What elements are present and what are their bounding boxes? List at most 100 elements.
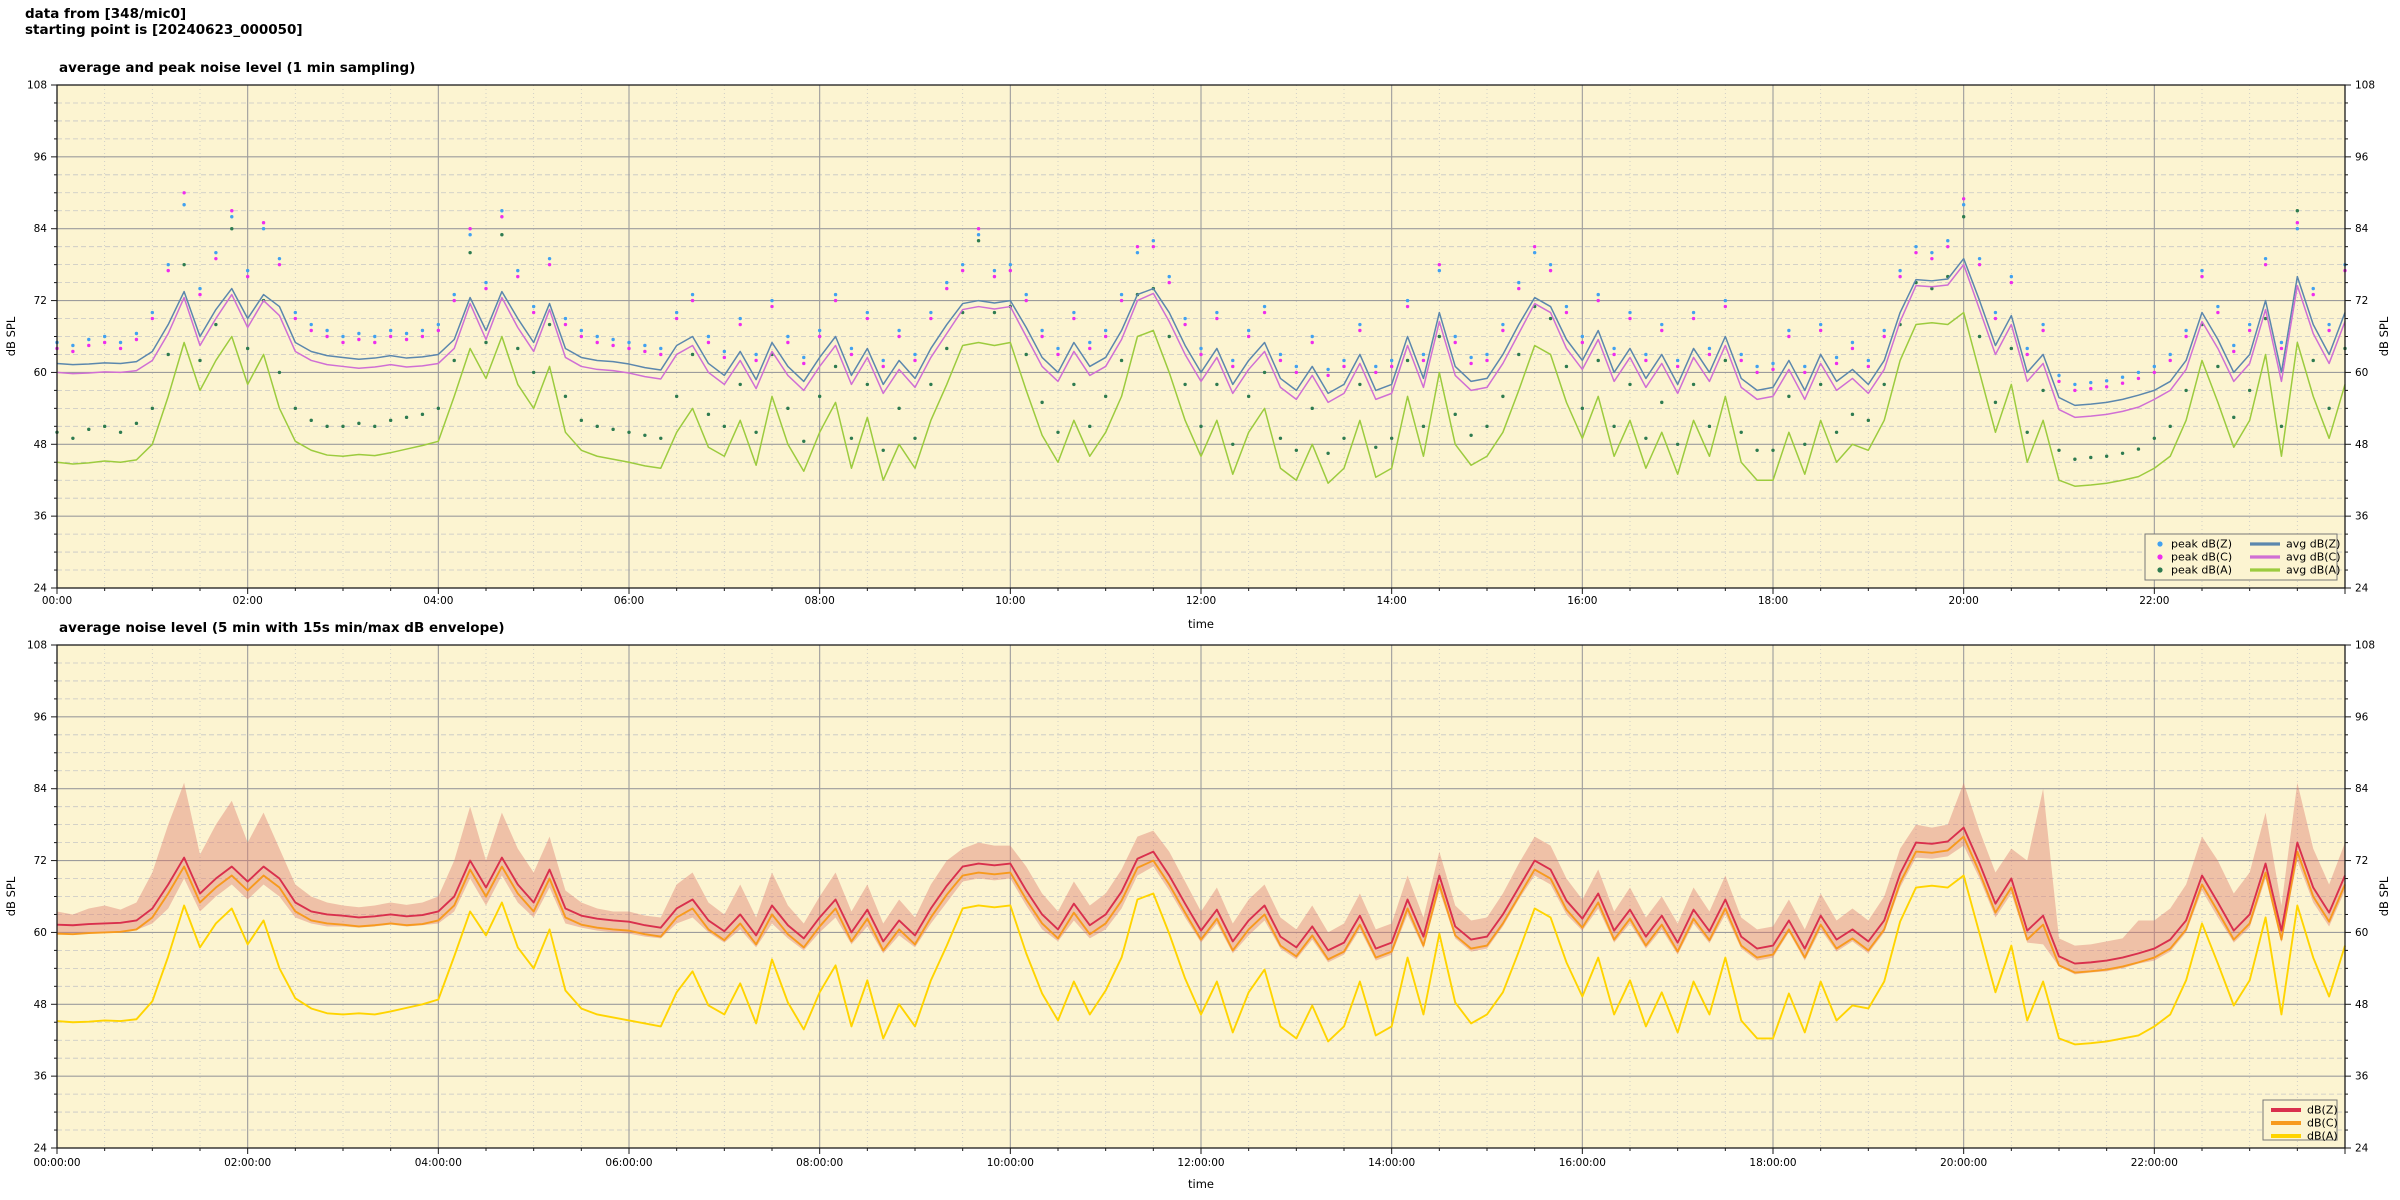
y-tick-label-right: 72 — [2355, 855, 2368, 867]
legend-label: avg dB(C) — [2286, 551, 2341, 564]
y-tick-label-right: 108 — [2355, 80, 2375, 92]
x-tick-label: 22:00 — [2139, 595, 2169, 607]
y-tick-label-right: 60 — [2355, 367, 2368, 379]
chart-1: 00:00 02:00 04:00 06:00 08:00 10:00 12:00 14:00… — [4, 80, 2391, 632]
y-tick-label-left: 48 — [34, 439, 47, 451]
y-tick-label-left: 108 — [27, 80, 47, 92]
y-tick-label-right: 108 — [2355, 640, 2375, 652]
legend-dot-swatch — [2157, 554, 2163, 560]
y-tick-label-right: 72 — [2355, 295, 2368, 307]
x-tick-label: 12:00:00 — [1177, 1157, 1224, 1169]
x-tick-label: 20:00 — [1949, 595, 1979, 607]
grid-major — [57, 645, 2345, 1148]
chart-2: 00:00:00 02:00:00 04:00:00 06:00:00 08:00:00… — [4, 640, 2391, 1192]
x-tick-label: 00:00 — [42, 595, 72, 607]
legend-label: peak dB(A) — [2171, 564, 2232, 577]
x-tick-label: 06:00:00 — [605, 1157, 652, 1169]
y-tick-label-left: 36 — [34, 511, 48, 523]
legend-label: peak dB(Z) — [2171, 538, 2232, 551]
y-tick-label-left: 96 — [34, 711, 48, 723]
legend-dot-swatch — [2157, 541, 2163, 547]
series-db(a) — [56, 874, 2346, 1046]
x-tick-label: 04:00 — [423, 595, 453, 607]
x-tick-label: 04:00:00 — [415, 1157, 462, 1169]
axis-labels: 00:00:00 02:00:00 04:00:00 06:00:00 08:00:00… — [4, 640, 2391, 1192]
y-tick-label-left: 36 — [34, 1071, 48, 1083]
x-tick-label: 02:00 — [233, 595, 263, 607]
y-tick-label-left: 24 — [34, 583, 48, 595]
y-axis-title-right: dB SPL — [2377, 876, 2391, 916]
x-tick-label: 08:00:00 — [796, 1157, 843, 1169]
series-peak-db(c) — [55, 191, 2347, 393]
y-tick-label-right: 36 — [2355, 1071, 2369, 1083]
x-tick-label: 12:00 — [1186, 595, 1216, 607]
series-min-max-db-envelope — [57, 782, 2345, 975]
legend-label: dB(A) — [2307, 1130, 2338, 1143]
y-tick-label-left: 60 — [34, 367, 47, 379]
x-tick-label: 06:00 — [614, 595, 644, 607]
x-axis-title: time — [1188, 1177, 1214, 1191]
y-tick-label-left: 84 — [34, 223, 48, 235]
axis-ticks — [51, 84, 2351, 594]
y-tick-label-right: 96 — [2355, 151, 2369, 163]
y-tick-label-right: 84 — [2355, 223, 2369, 235]
y-axis-title-right: dB SPL — [2377, 316, 2391, 356]
series-db(z) — [56, 826, 2346, 965]
y-tick-label-left: 84 — [34, 783, 48, 795]
x-tick-label: 08:00 — [805, 595, 835, 607]
series-peak-db(a) — [55, 209, 2347, 461]
y-tick-label-left: 72 — [34, 855, 47, 867]
y-tick-label-right: 96 — [2355, 711, 2369, 723]
legend-label: avg dB(Z) — [2286, 538, 2340, 551]
series-avg-db(a) — [56, 311, 2346, 487]
y-tick-label-right: 48 — [2355, 999, 2368, 1011]
x-tick-label: 02:00:00 — [224, 1157, 271, 1169]
y-tick-label-left: 72 — [34, 295, 47, 307]
y-tick-label-right: 60 — [2355, 927, 2368, 939]
x-tick-label: 14:00 — [1377, 595, 1407, 607]
x-axis-title: time — [1188, 617, 1214, 631]
series-peak-db(z) — [55, 203, 2347, 387]
grid-major — [57, 85, 2345, 588]
y-tick-label-left: 48 — [34, 999, 47, 1011]
series-db(c) — [56, 835, 2346, 974]
y-tick-label-left: 108 — [27, 640, 47, 652]
legend-label: dB(C) — [2307, 1117, 2338, 1130]
x-tick-label: 00:00:00 — [33, 1157, 80, 1169]
x-tick-label: 10:00 — [995, 595, 1025, 607]
x-tick-label: 22:00:00 — [2131, 1157, 2178, 1169]
legend: peak dB(Z)peak dB(C)peak dB(A)avg dB(Z)a… — [2144, 533, 2341, 581]
legend-label: dB(Z) — [2307, 1104, 2338, 1117]
y-tick-label-right: 84 — [2355, 783, 2369, 795]
x-tick-label: 14:00:00 — [1368, 1157, 1415, 1169]
y-tick-label-left: 24 — [34, 1143, 48, 1155]
axis-labels: 00:00 02:00 04:00 06:00 08:00 10:00 12:00 14:00… — [4, 80, 2391, 632]
x-tick-label: 18:00 — [1758, 595, 1788, 607]
y-tick-label-right: 24 — [2355, 1143, 2369, 1155]
y-tick-label-right: 36 — [2355, 511, 2369, 523]
legend-label: avg dB(A) — [2286, 564, 2340, 577]
chart1-title: average and peak noise level (1 min samp… — [59, 60, 416, 76]
x-tick-label: 16:00:00 — [1559, 1157, 1606, 1169]
header-line-2: starting point is [20240623_000050] — [25, 22, 303, 38]
y-tick-label-right: 48 — [2355, 439, 2368, 451]
series-avg-db(z) — [56, 257, 2346, 407]
x-tick-label: 10:00:00 — [987, 1157, 1034, 1169]
series-avg-db(c) — [56, 263, 2346, 419]
y-tick-label-right: 24 — [2355, 583, 2369, 595]
legend-label: peak dB(C) — [2171, 551, 2232, 564]
legend-dot-swatch — [2157, 567, 2163, 573]
x-tick-label: 16:00 — [1567, 595, 1597, 607]
y-tick-label-left: 60 — [34, 927, 47, 939]
x-tick-label: 20:00:00 — [1940, 1157, 1987, 1169]
y-axis-title-left: dB SPL — [4, 876, 18, 916]
axis-ticks — [51, 644, 2351, 1154]
legend: dB(Z)dB(C)dB(A) — [2262, 1099, 2338, 1143]
chart2-title: average noise level (5 min with 15s min/… — [59, 620, 505, 636]
x-tick-label: 18:00:00 — [1749, 1157, 1796, 1169]
y-axis-title-left: dB SPL — [4, 316, 18, 356]
header-line-1: data from [348/mic0] — [25, 6, 187, 22]
y-tick-label-left: 96 — [34, 151, 48, 163]
